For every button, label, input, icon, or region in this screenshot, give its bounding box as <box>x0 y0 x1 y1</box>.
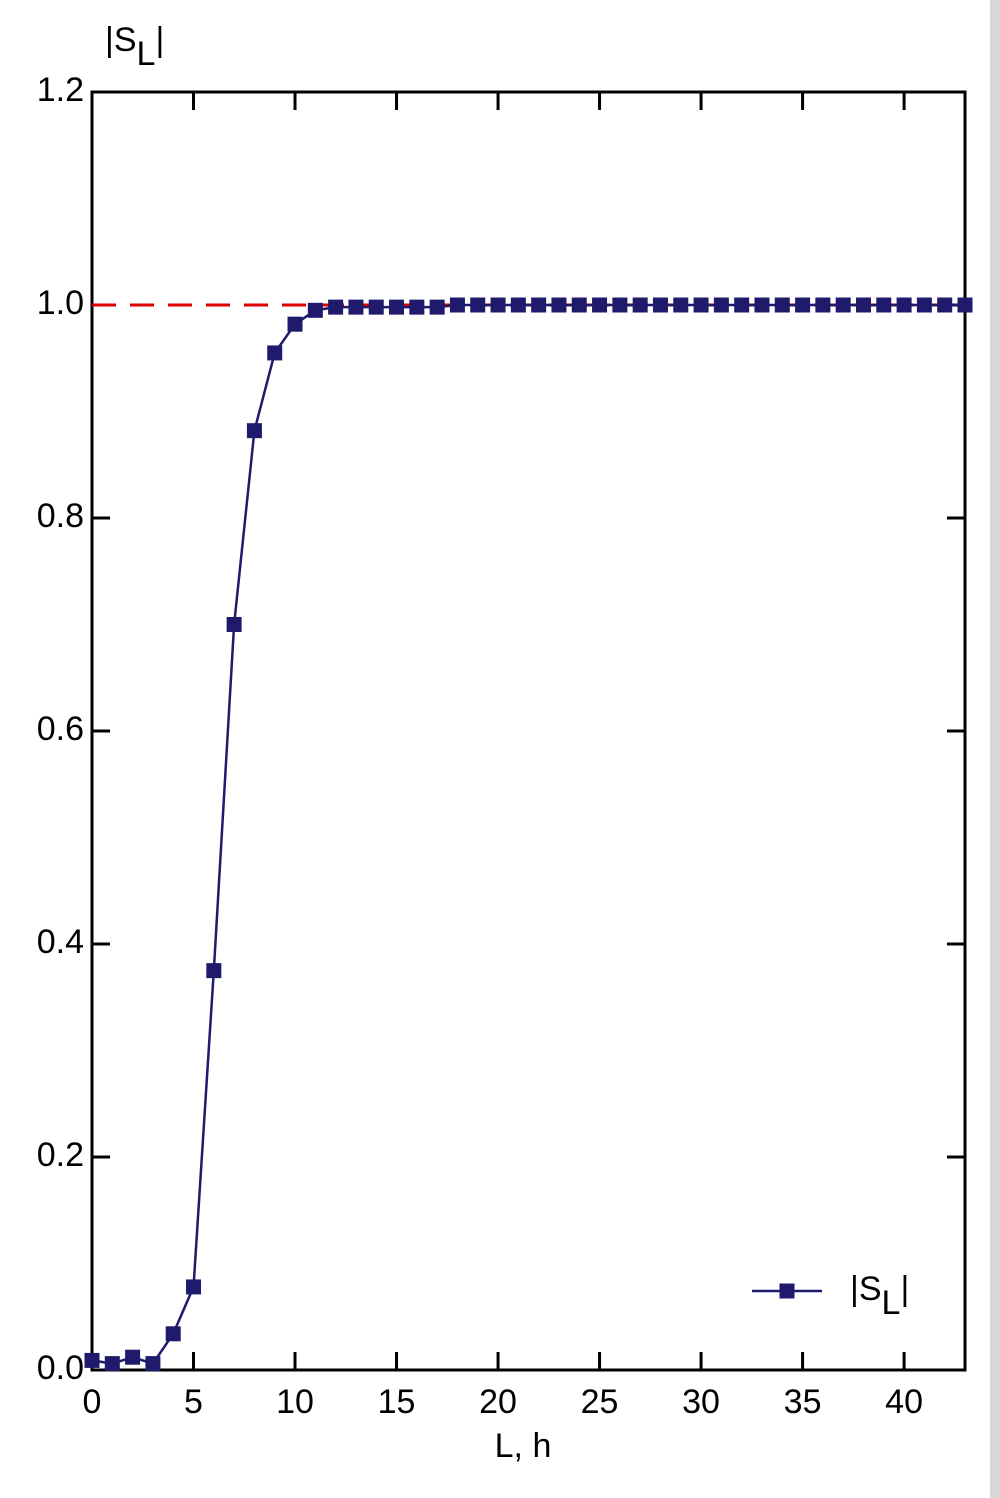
marker <box>652 297 668 313</box>
marker <box>815 297 831 313</box>
marker <box>612 297 628 313</box>
marker <box>693 297 709 313</box>
x-tick-label: 20 <box>479 1383 517 1421</box>
marker <box>206 963 222 979</box>
x-tick-label: 0 <box>83 1383 102 1421</box>
marker <box>896 297 912 313</box>
x-tick-label: 5 <box>184 1383 203 1421</box>
y-tick-label: 0.8 <box>37 497 84 535</box>
marker <box>754 297 770 313</box>
x-tick-label: 15 <box>378 1383 416 1421</box>
marker <box>795 297 811 313</box>
y-tick-label: 1.2 <box>37 71 84 109</box>
marker <box>571 297 587 313</box>
marker <box>673 297 689 313</box>
marker <box>246 423 262 439</box>
marker <box>389 299 405 315</box>
marker <box>287 316 303 332</box>
marker <box>531 297 547 313</box>
y-tick-label: 1.0 <box>37 284 84 322</box>
x-tick-label: 25 <box>581 1383 619 1421</box>
marker <box>835 297 851 313</box>
plot-frame <box>90 90 967 1372</box>
x-tick-label: 40 <box>885 1383 923 1421</box>
y-tick-label: 0.6 <box>37 710 84 748</box>
marker <box>490 297 506 313</box>
marker <box>267 345 283 361</box>
marker <box>510 297 526 313</box>
marker <box>734 297 750 313</box>
marker <box>592 297 608 313</box>
marker <box>409 299 425 315</box>
marker <box>348 299 364 315</box>
marker <box>774 297 790 313</box>
x-tick-label: 30 <box>682 1383 720 1421</box>
y-tick-label: 0.0 <box>37 1349 84 1387</box>
marker <box>632 297 648 313</box>
marker <box>328 299 344 315</box>
marker <box>449 297 465 313</box>
legend-marker <box>779 1283 795 1299</box>
marker <box>429 299 445 315</box>
marker <box>855 297 871 313</box>
marker <box>368 299 384 315</box>
marker <box>876 297 892 313</box>
y-tick-label: 0.4 <box>37 923 84 961</box>
x-tick-label: 35 <box>784 1383 822 1421</box>
marker <box>916 297 932 313</box>
marker <box>145 1356 161 1372</box>
series-line <box>91 303 965 1366</box>
x-axis-label: L, h <box>495 1427 552 1465</box>
marker <box>165 1326 181 1342</box>
edge-strip <box>990 0 1000 1498</box>
marker <box>470 297 486 313</box>
y-tick-label: 0.2 <box>37 1136 84 1174</box>
marker <box>186 1279 202 1295</box>
marker <box>713 297 729 313</box>
marker <box>307 302 323 318</box>
y-axis-label: |SL| <box>105 21 164 73</box>
marker <box>551 297 567 313</box>
marker <box>104 1356 120 1372</box>
marker <box>84 1352 100 1368</box>
marker <box>125 1349 141 1365</box>
x-tick-label: 10 <box>276 1383 314 1421</box>
marker <box>957 297 973 313</box>
legend-label: |SL| <box>850 1270 909 1322</box>
marker <box>937 297 953 313</box>
marker <box>226 617 242 632</box>
